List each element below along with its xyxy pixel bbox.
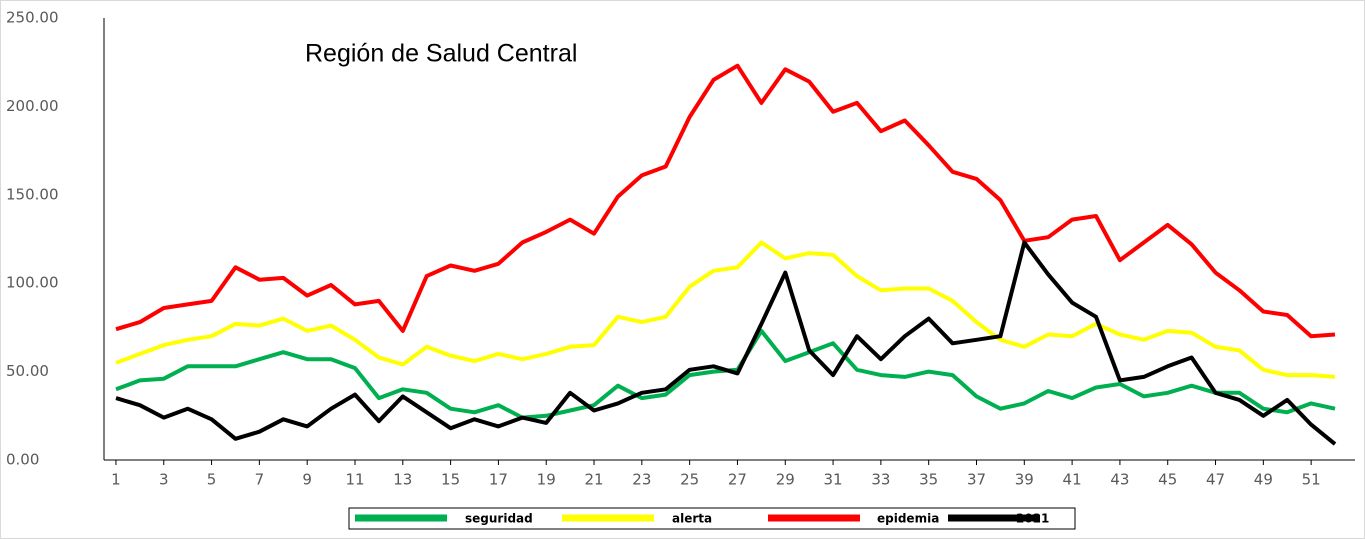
x-tick-label: 31 — [824, 471, 843, 489]
x-tick-label: 33 — [871, 471, 890, 489]
y-tick-label: 150.00 — [6, 185, 59, 203]
x-tick-label: 3 — [159, 471, 169, 489]
x-tick-label: 47 — [1206, 471, 1225, 489]
x-tick-label: 35 — [919, 471, 938, 489]
x-tick-label: 51 — [1302, 471, 1321, 489]
x-tick-label: 25 — [680, 471, 699, 489]
x-tick-label: 13 — [393, 471, 412, 489]
x-tick-label: 9 — [302, 471, 312, 489]
y-tick-label: 250.00 — [6, 9, 59, 27]
x-tick-label: 41 — [1063, 471, 1082, 489]
x-tick-label: 39 — [1015, 471, 1034, 489]
x-tick-label: 27 — [728, 471, 747, 489]
x-tick-label: 11 — [345, 471, 364, 489]
x-tick-label: 7 — [255, 471, 265, 489]
series-line — [115, 63, 1336, 339]
x-tick-label: 23 — [632, 471, 651, 489]
y-tick-label: 0.00 — [6, 451, 39, 469]
legend-label: 2021 — [1016, 512, 1049, 526]
x-tick-label: 17 — [489, 471, 508, 489]
x-tick-label: 37 — [967, 471, 986, 489]
x-tick-label: 49 — [1254, 471, 1273, 489]
y-tick-label: 200.00 — [6, 97, 59, 115]
series-line — [115, 240, 1336, 379]
x-tick-label: 21 — [584, 471, 603, 489]
y-tick-label: 100.00 — [6, 274, 59, 292]
legend-box — [348, 507, 1076, 530]
chart-title: Región de Salud Central — [305, 40, 577, 68]
x-tick-label: 43 — [1110, 471, 1129, 489]
y-tick-label: 50.00 — [6, 362, 49, 380]
x-tick-label: 5 — [207, 471, 217, 489]
x-tick-label: 1 — [111, 471, 121, 489]
x-tick-label: 45 — [1158, 471, 1177, 489]
legend-label: seguridad — [465, 512, 533, 526]
x-tick-label: 19 — [537, 471, 556, 489]
x-tick-label: 29 — [776, 471, 795, 489]
legend-label: epidemia — [877, 512, 939, 526]
legend-label: alerta — [672, 512, 712, 526]
series-line — [115, 240, 1337, 446]
x-tick-label: 15 — [441, 471, 460, 489]
